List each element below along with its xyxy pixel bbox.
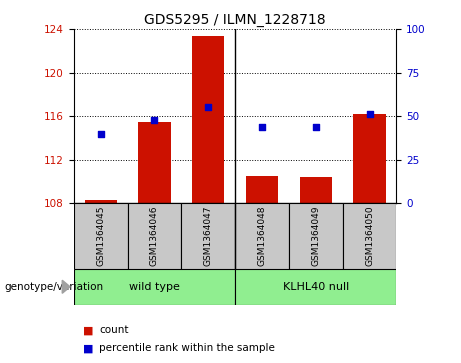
Text: count: count [99,325,129,335]
FancyBboxPatch shape [74,269,235,305]
Text: genotype/variation: genotype/variation [5,282,104,292]
Point [258,124,266,130]
Point [312,124,319,130]
Bar [192,36,225,203]
Text: GSM1364050: GSM1364050 [365,205,374,266]
FancyBboxPatch shape [235,203,289,269]
Text: GSM1364048: GSM1364048 [258,206,266,266]
Bar [354,114,386,203]
Bar [300,177,332,203]
Title: GDS5295 / ILMN_1228718: GDS5295 / ILMN_1228718 [144,13,326,26]
Text: GSM1364049: GSM1364049 [311,206,320,266]
FancyBboxPatch shape [181,203,235,269]
Point [97,131,104,136]
Text: ■: ■ [83,343,94,354]
Text: percentile rank within the sample: percentile rank within the sample [99,343,275,354]
Point [366,111,373,117]
Text: wild type: wild type [129,282,180,292]
Point [151,117,158,123]
FancyBboxPatch shape [74,203,128,269]
Text: KLHL40 null: KLHL40 null [283,282,349,292]
Text: GSM1364046: GSM1364046 [150,206,159,266]
Bar [84,200,117,203]
Text: ■: ■ [83,325,94,335]
FancyBboxPatch shape [343,203,396,269]
FancyBboxPatch shape [235,269,396,305]
Text: GSM1364047: GSM1364047 [204,206,213,266]
FancyBboxPatch shape [289,203,343,269]
Bar [246,176,278,203]
Bar [138,122,171,203]
Point [205,105,212,110]
FancyBboxPatch shape [128,203,181,269]
Text: GSM1364045: GSM1364045 [96,206,105,266]
